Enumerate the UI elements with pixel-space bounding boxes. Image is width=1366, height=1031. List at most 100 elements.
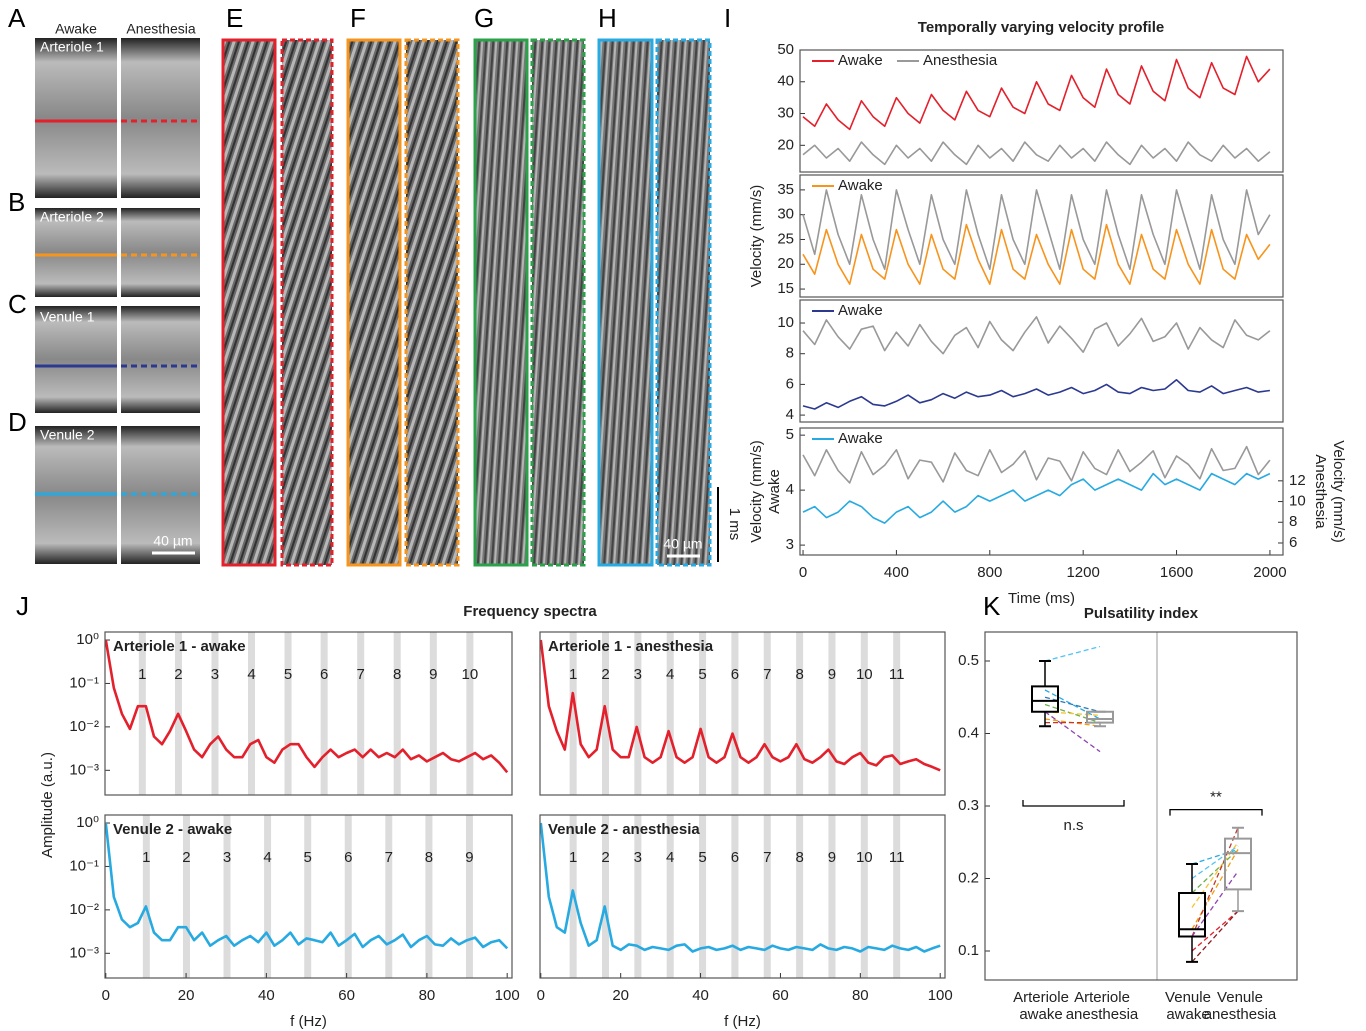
annotation: n.s bbox=[1063, 817, 1083, 834]
panel-letter: I bbox=[724, 3, 731, 33]
category-label: Arteriole bbox=[1074, 989, 1130, 1006]
y-tick-label: 40 bbox=[777, 73, 794, 90]
y-tick-label: 20 bbox=[777, 255, 794, 272]
harmonic-label: 9 bbox=[828, 666, 836, 683]
harmonic-label: 9 bbox=[828, 849, 836, 866]
panel-title: Arteriole 1 - awake bbox=[113, 638, 246, 655]
panel-title: Venule 2 - awake bbox=[113, 821, 232, 838]
series-line bbox=[802, 379, 1271, 410]
y-tick-label: 0.2 bbox=[958, 869, 979, 886]
harmonic-band bbox=[393, 632, 401, 795]
pair-line bbox=[1191, 849, 1239, 930]
series-line bbox=[539, 639, 941, 772]
harmonic-band bbox=[264, 815, 272, 978]
category-label: awake bbox=[1166, 1006, 1209, 1023]
harmonic-band bbox=[860, 632, 868, 795]
series-line bbox=[539, 822, 941, 953]
y-tick-label: 50 bbox=[777, 41, 794, 58]
x-tick-label: 40 bbox=[692, 987, 709, 1004]
harmonic-band bbox=[828, 815, 836, 978]
harmonic-band bbox=[634, 815, 642, 978]
y-tick-label: 15 bbox=[777, 280, 794, 297]
kymograph bbox=[404, 38, 460, 567]
y-tick-label: 10⁰ bbox=[76, 814, 99, 831]
harmonic-label: 5 bbox=[284, 666, 292, 683]
plot-frame bbox=[799, 299, 1284, 423]
pair-line bbox=[1191, 841, 1239, 908]
pair-line bbox=[1191, 910, 1239, 952]
y-tick-label: 0.3 bbox=[958, 797, 979, 814]
harmonic-label: 10 bbox=[856, 666, 873, 683]
x-tick-label: 20 bbox=[178, 987, 195, 1004]
y-tick-label: 0.4 bbox=[958, 724, 979, 741]
y-axis-label: Amplitude (a.u.) bbox=[39, 752, 56, 858]
kymograph bbox=[597, 38, 654, 567]
harmonic-label: 4 bbox=[263, 849, 271, 866]
y2-axis-label: Velocity (mm/s) bbox=[1330, 440, 1347, 543]
chart-title: Pulsatility index bbox=[1084, 605, 1199, 622]
kymograph bbox=[655, 38, 712, 567]
image bbox=[121, 38, 200, 198]
y-tick-label: 30 bbox=[777, 206, 794, 223]
harmonic-label: 2 bbox=[174, 666, 182, 683]
panel-letter: C bbox=[8, 289, 27, 319]
series-line bbox=[802, 141, 1271, 166]
y-tick-label: 30 bbox=[777, 105, 794, 122]
pair-line bbox=[1191, 849, 1239, 894]
image bbox=[121, 208, 200, 297]
harmonic-label: 8 bbox=[393, 666, 401, 683]
y-tick-label: 0.1 bbox=[958, 942, 979, 959]
harmonic-band bbox=[828, 632, 836, 795]
harmonic-band bbox=[731, 815, 739, 978]
harmonic-label: 6 bbox=[731, 849, 739, 866]
image bbox=[121, 306, 200, 413]
y2-axis-label: Anesthesia bbox=[1312, 454, 1329, 529]
plot-frame bbox=[984, 631, 1298, 981]
plot-frame bbox=[799, 427, 1284, 556]
chart-title: Frequency spectra bbox=[463, 603, 597, 620]
harmonic-band bbox=[182, 815, 190, 978]
harmonic-band bbox=[465, 815, 473, 978]
harmonic-band bbox=[344, 815, 352, 978]
harmonic-band bbox=[385, 815, 393, 978]
vessel-images: Awake Anesthesia Arteriole 1 Arteriole 2… bbox=[35, 21, 200, 564]
harmonic-label: 3 bbox=[634, 666, 642, 683]
harmonic-label: 8 bbox=[425, 849, 433, 866]
x-tick-label: 2000 bbox=[1253, 564, 1286, 581]
harmonic-band bbox=[699, 815, 707, 978]
harmonic-band bbox=[569, 632, 577, 795]
y-tick-label: 3 bbox=[786, 536, 794, 553]
panel-letter: D bbox=[8, 407, 27, 437]
harmonic-band bbox=[666, 815, 674, 978]
pair-line bbox=[1191, 827, 1239, 937]
harmonic-label: 10 bbox=[462, 666, 479, 683]
harmonic-band bbox=[893, 815, 901, 978]
harmonic-band bbox=[284, 632, 292, 795]
series-line bbox=[104, 639, 509, 774]
panel-letter: E bbox=[226, 3, 243, 33]
x-tick-label: 100 bbox=[928, 987, 953, 1004]
series-line bbox=[802, 189, 1271, 270]
bracket bbox=[1022, 800, 1125, 807]
annotation: ** bbox=[1210, 789, 1222, 806]
x-tick-label: 20 bbox=[612, 987, 629, 1004]
image bbox=[35, 38, 117, 198]
harmonic-band bbox=[223, 815, 231, 978]
vessel-label: Arteriole 1 bbox=[40, 39, 104, 55]
harmonic-label: 1 bbox=[138, 666, 146, 683]
series-line bbox=[802, 445, 1271, 484]
legend-label: Awake bbox=[838, 177, 883, 194]
x-axis-label: f (Hz) bbox=[290, 1013, 327, 1030]
harmonic-label: 5 bbox=[304, 849, 312, 866]
harmonic-label: 6 bbox=[731, 666, 739, 683]
y-axis-label: Velocity (mm/s) bbox=[748, 440, 765, 543]
harmonic-label: 1 bbox=[569, 849, 577, 866]
y-tick-label: 6 bbox=[786, 375, 794, 392]
harmonic-label: 3 bbox=[211, 666, 219, 683]
harmonic-band bbox=[142, 815, 150, 978]
category-label: Venule bbox=[1217, 989, 1263, 1006]
plot-frame bbox=[104, 814, 513, 979]
harmonic-band bbox=[763, 815, 771, 978]
box bbox=[1224, 837, 1252, 891]
image bbox=[35, 208, 117, 297]
